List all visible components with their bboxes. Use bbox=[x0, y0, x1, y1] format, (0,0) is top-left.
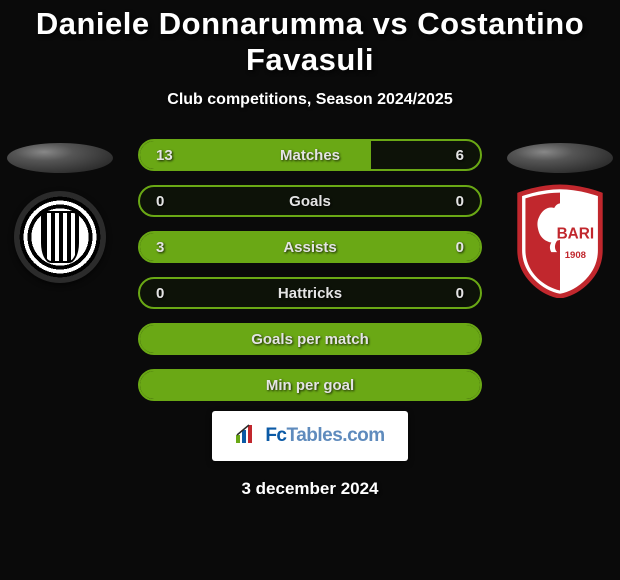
stat-left-value: 13 bbox=[156, 147, 173, 164]
stat-label: Assists bbox=[283, 239, 336, 256]
stat-row: 3 Assists 0 bbox=[138, 231, 482, 263]
stat-left-value: 0 bbox=[156, 193, 164, 210]
branding-bars-icon bbox=[235, 424, 257, 449]
stat-right-value: 0 bbox=[456, 239, 464, 256]
player-left-col bbox=[0, 143, 120, 285]
stat-label: Hattricks bbox=[278, 285, 342, 302]
main-row: 13 Matches 6 0 Goals 0 3 Assists 0 0 Hattricks 0 Goa… bbox=[0, 143, 620, 401]
page-subtitle: Club competitions, Season 2024/2025 bbox=[167, 91, 452, 109]
branding-badge: FcTables.com bbox=[212, 411, 408, 461]
stat-right-value: 6 bbox=[456, 147, 464, 164]
branding-main: Tables bbox=[287, 425, 343, 446]
stat-right-value: 0 bbox=[456, 285, 464, 302]
branding-prefix: Fc bbox=[265, 425, 286, 446]
stat-left-value: 3 bbox=[156, 239, 164, 256]
bari-crest-icon: BARI 1908 bbox=[512, 183, 608, 303]
cesena-crest-icon bbox=[14, 191, 106, 283]
stat-row: Goals per match bbox=[138, 323, 482, 355]
crest-right: BARI 1908 bbox=[512, 195, 608, 291]
card-date: 3 december 2024 bbox=[241, 479, 378, 499]
player-right-col: BARI 1908 bbox=[500, 143, 620, 291]
player-right-ball bbox=[507, 143, 613, 173]
branding-suffix: .com bbox=[342, 425, 384, 446]
stat-row: Min per goal bbox=[138, 369, 482, 401]
stat-label: Goals per match bbox=[251, 331, 369, 348]
stat-row: 0 Hattricks 0 bbox=[138, 277, 482, 309]
stats-column: 13 Matches 6 0 Goals 0 3 Assists 0 0 Hattricks 0 Goa… bbox=[120, 139, 500, 401]
stat-label: Matches bbox=[280, 147, 340, 164]
svg-text:1908: 1908 bbox=[565, 250, 587, 261]
comparison-card: Daniele Donnarumma vs Costantino Favasul… bbox=[0, 0, 620, 580]
stat-left-value: 0 bbox=[156, 285, 164, 302]
stat-label: Min per goal bbox=[266, 377, 354, 394]
branding-text: FcTables.com bbox=[265, 425, 384, 447]
page-title: Daniele Donnarumma vs Costantino Favasul… bbox=[0, 6, 620, 77]
stat-row: 0 Goals 0 bbox=[138, 185, 482, 217]
stat-row: 13 Matches 6 bbox=[138, 139, 482, 171]
player-left-ball bbox=[7, 143, 113, 173]
svg-text:BARI: BARI bbox=[557, 226, 595, 243]
stat-label: Goals bbox=[289, 193, 331, 210]
crest-left bbox=[12, 189, 108, 285]
stat-right-value: 0 bbox=[456, 193, 464, 210]
